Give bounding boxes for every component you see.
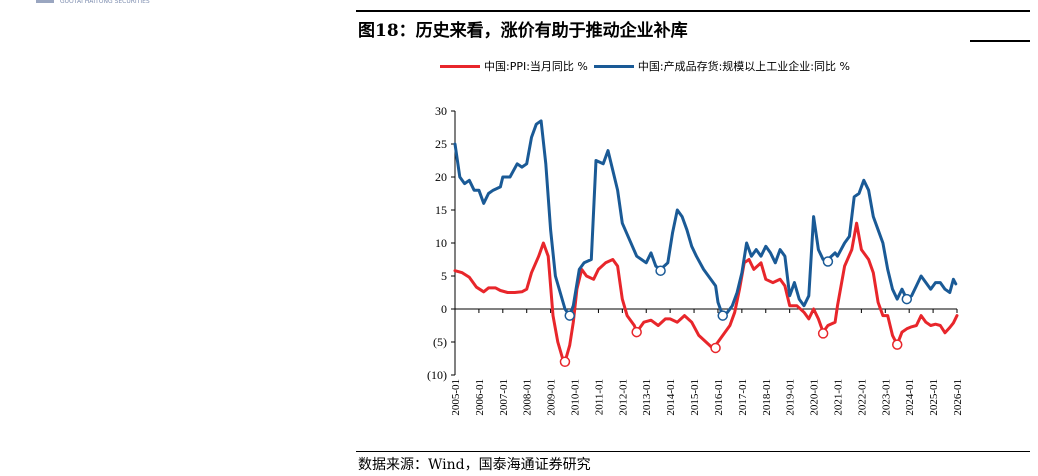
x-tick-label: 2025-01 <box>928 379 940 416</box>
figure-title: 图18：历史来看，涨价有助于推动企业补库 <box>358 21 688 41</box>
logo-mark <box>36 0 54 3</box>
x-tick-label: 2005-01 <box>450 379 462 416</box>
x-tick-label: 2023-01 <box>880 379 892 416</box>
x-tick-label: 2008-01 <box>522 379 534 416</box>
marker-ppi-trough <box>631 326 642 338</box>
x-tick-label: 2016-01 <box>713 379 725 416</box>
x-tick-label: 2011-01 <box>593 379 605 415</box>
series-line-inventory <box>453 119 958 318</box>
y-tick-label: 10 <box>435 236 447 250</box>
legend-swatch-inventory <box>593 64 634 68</box>
x-tick-label: 2026-01 <box>952 379 964 416</box>
header-logo-text: GUOTAI HAITONG SECURITIES <box>60 0 150 4</box>
x-tick-label: 2024-01 <box>904 379 916 416</box>
y-tick-label: 15 <box>435 203 447 217</box>
figure-title-bar: 图18：历史来看，涨价有助于推动企业补库 <box>356 10 1030 44</box>
chart-legend: 中国:PPI:当月同比 % 中国:产成品存货:规模以上工业企业:同比 % <box>440 58 856 74</box>
x-tick-label: 2007-01 <box>498 379 510 416</box>
x-tick-label: 2013-01 <box>641 379 653 416</box>
x-tick-label: 2010-01 <box>570 379 582 416</box>
series-layer <box>453 119 959 364</box>
chart-axes: 30 25 20 15 10 5 0 (5) (10)2005-01 2006-01 2007-01… <box>427 104 964 416</box>
y-tick-label: 30 <box>435 104 447 118</box>
x-tick-label: 2020-01 <box>809 379 821 416</box>
marker-layer <box>559 256 913 368</box>
marker-inventory-trough <box>822 256 834 267</box>
line-chart: 30 25 20 15 10 5 0 (5) (10)2005-01 2006-01 2007-01… <box>427 104 964 416</box>
y-tick-label: 20 <box>435 170 447 184</box>
marker-ppi-trough <box>559 356 571 368</box>
legend-item-ppi: 中国:PPI:当月同比 % <box>440 58 588 74</box>
x-tick-label: 2012-01 <box>617 379 629 416</box>
legend-label-ppi: 中国:PPI:当月同比 % <box>484 60 588 73</box>
marker-ppi-trough <box>891 339 903 350</box>
legend-label-inventory: 中国:产成品存货:规模以上工业企业:同比 % <box>637 60 850 73</box>
source-rule <box>356 451 1030 452</box>
marker-inventory-trough <box>655 265 666 276</box>
marker-inventory-trough <box>901 293 913 305</box>
title-rule <box>970 40 1030 42</box>
y-tick-label: (5) <box>433 335 447 349</box>
x-tick-label: 2014-01 <box>665 379 677 416</box>
x-tick-label: 2019-01 <box>785 379 797 416</box>
source-note: 数据来源：Wind，国泰海通证券研究 <box>358 457 591 473</box>
x-tick-label: 2022-01 <box>856 379 868 416</box>
x-tick-label: 2015-01 <box>689 379 701 416</box>
x-tick-label: 2009-01 <box>546 379 558 416</box>
marker-ppi-trough <box>817 328 829 339</box>
y-tick-label: 5 <box>441 269 447 283</box>
marker-ppi-trough <box>710 342 721 354</box>
marker-inventory-trough <box>564 310 575 321</box>
series-line-ppi <box>453 221 959 364</box>
y-tick-label: (10) <box>427 368 447 382</box>
x-tick-label: 2018-01 <box>761 379 773 416</box>
x-tick-label: 2006-01 <box>474 379 486 416</box>
marker-inventory-trough <box>717 310 728 321</box>
y-tick-label: 0 <box>441 302 447 316</box>
x-tick-label: 2021-01 <box>832 379 844 416</box>
legend-swatch-ppi <box>440 64 480 68</box>
legend-item-inventory: 中国:产成品存货:规模以上工业企业:同比 % <box>593 58 850 74</box>
x-tick-label: 2017-01 <box>737 379 749 416</box>
y-tick-label: 25 <box>435 137 447 151</box>
